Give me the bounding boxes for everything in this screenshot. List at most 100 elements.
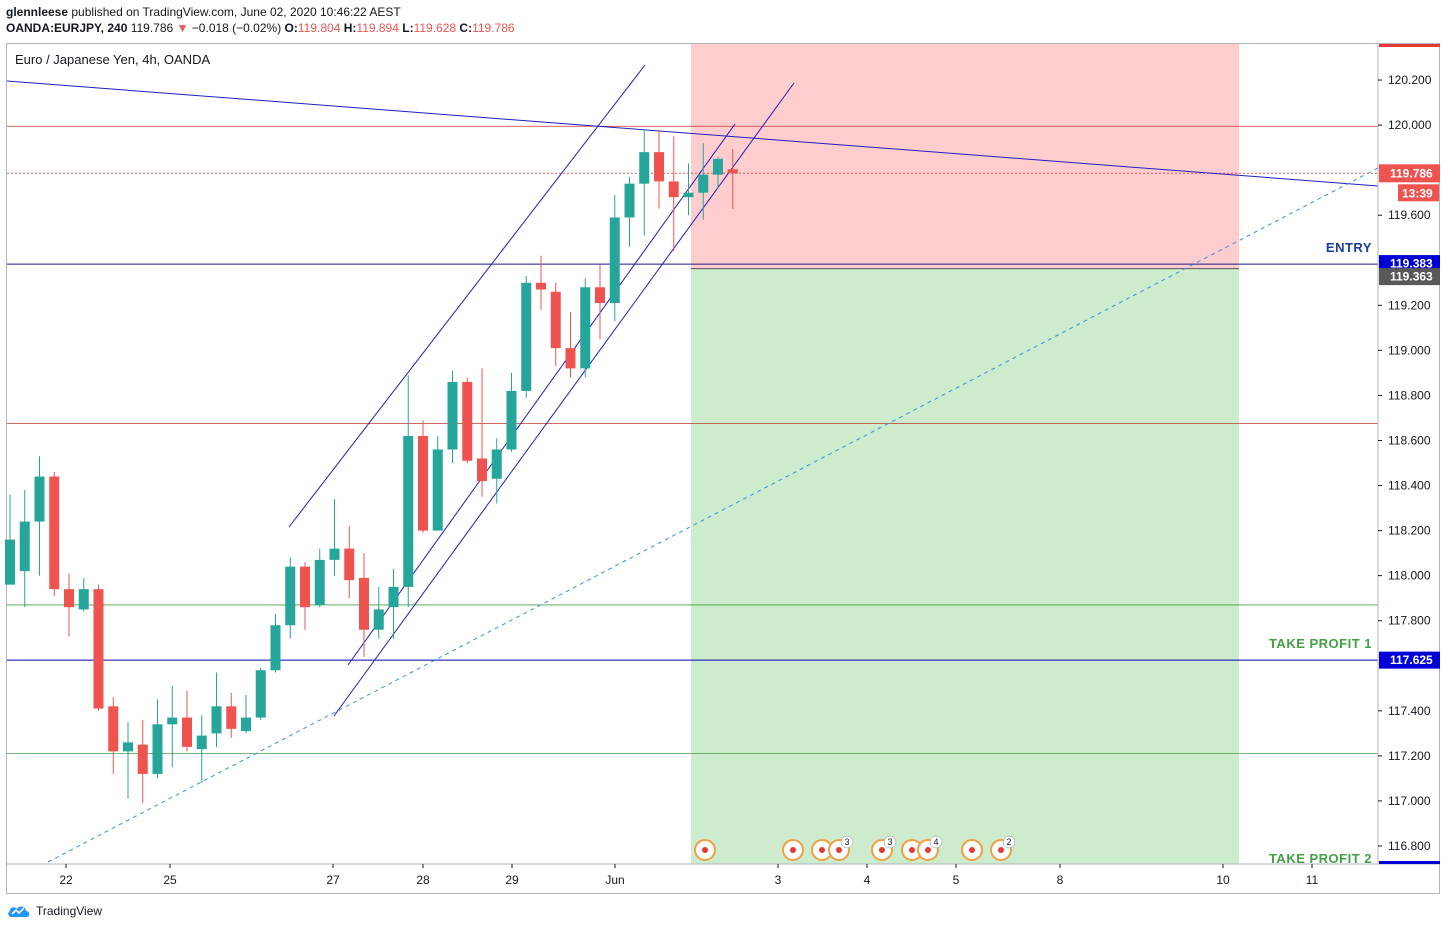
low-label: L:: [402, 21, 414, 35]
candle-up: [388, 586, 399, 608]
current-price-tag-bg: [1379, 164, 1440, 183]
dashed-support-trendline: [47, 167, 1379, 863]
price-tick-label: 120.200: [1388, 73, 1432, 87]
price-tick-label: 118.000: [1388, 569, 1431, 583]
candle-up: [78, 589, 89, 610]
time-tick-label: Jun: [605, 873, 624, 887]
tradingview-brand[interactable]: TradingView: [6, 903, 102, 919]
candle-down: [182, 717, 192, 747]
entry-price-tag-bg: [1379, 255, 1440, 273]
publish-line: glennleese published on TradingView.com,…: [6, 4, 515, 20]
candle-up: [34, 476, 45, 522]
candle-up: [506, 390, 517, 450]
take-profit-2-label: TAKE PROFIT 2: [1269, 851, 1372, 866]
candle-up: [211, 706, 222, 734]
time-tick-label: 25: [163, 873, 177, 887]
candle-down: [226, 706, 237, 729]
event-dot: [998, 847, 1004, 853]
candle-up: [196, 735, 207, 750]
event-dot: [925, 847, 931, 853]
price-tick-label: 119.000: [1388, 343, 1431, 357]
candle-up: [241, 717, 251, 732]
time-tick-label: 28: [416, 873, 430, 887]
channel-upper-line: [288, 64, 646, 528]
candle-down: [668, 181, 679, 198]
event-dot: [909, 847, 915, 853]
candle-up: [167, 717, 178, 725]
event-badge: [1002, 835, 1016, 849]
time-tick-label: 29: [505, 873, 519, 887]
time-tick-label: 22: [59, 873, 73, 887]
low-value: 119.628: [413, 21, 457, 35]
candle-up: [403, 435, 414, 587]
symbol-label: OANDA:EURJPY, 240: [6, 21, 128, 35]
event-badge-count: 2: [1006, 837, 1011, 847]
candle-up: [270, 625, 281, 671]
candle-up: [683, 192, 694, 198]
change-value: −0.018 (−0.02%): [191, 21, 282, 35]
candle-up: [314, 559, 325, 605]
candle-up: [609, 217, 620, 304]
time-tick-label: 4: [864, 873, 871, 887]
time-tick-label: 11: [1306, 873, 1319, 887]
candle-down: [565, 348, 576, 369]
event-badge-count: 3: [887, 837, 892, 847]
event-badge: [929, 835, 943, 849]
candle-up: [521, 282, 532, 391]
candle-up: [285, 566, 296, 626]
price-tick-label: 120.000: [1388, 118, 1432, 132]
candle-up: [373, 609, 384, 630]
price-tick-label: 117.800: [1388, 614, 1431, 628]
event-dot: [969, 847, 975, 853]
countdown-bg: [1398, 184, 1439, 202]
candle-up: [491, 449, 502, 479]
candle-up: [698, 174, 709, 193]
candle-up: [580, 287, 591, 369]
price-tick-label: 118.200: [1388, 524, 1431, 538]
last-price: 119.786: [130, 21, 174, 35]
event-badge-count: 3: [844, 837, 849, 847]
candle-up: [5, 539, 15, 585]
price-tick-label: 119.600: [1388, 208, 1431, 222]
candle-down: [536, 282, 546, 290]
candle-up: [432, 449, 443, 531]
publisher-name[interactable]: glennleese: [6, 5, 69, 19]
candle-down: [418, 435, 428, 531]
candle-down: [64, 589, 74, 608]
countdown-tag: 13:39: [1402, 186, 1433, 200]
entry-price-tag: 119.383: [1390, 257, 1433, 271]
risk-zone: [691, 44, 1239, 269]
price-tick-label: 117.400: [1388, 704, 1431, 718]
stop-price-tag: 119.363: [1390, 270, 1433, 284]
price-tick-label: 118.400: [1388, 479, 1431, 493]
candle-up: [639, 152, 650, 184]
candle-down: [93, 589, 104, 709]
descending-trendline: [6, 80, 1379, 187]
take-profit-1-label: TAKE PROFIT 1: [1269, 636, 1372, 651]
time-tick-label: 10: [1216, 873, 1230, 887]
price-tick-label: 119.200: [1388, 298, 1431, 312]
candle-up: [329, 548, 340, 560]
candle-down: [108, 706, 119, 752]
current-price-tag: 119.786: [1390, 166, 1433, 180]
event-dot: [702, 847, 708, 853]
candle-down: [477, 458, 487, 482]
change-arrow-icon: ▼: [176, 21, 189, 35]
bottom-axis-marker: [1379, 861, 1440, 864]
published-text: published on TradingView.com, June 02, 2…: [71, 5, 401, 19]
time-tick-label: 3: [775, 873, 782, 887]
entry-label: ENTRY: [1326, 240, 1372, 255]
candle-up: [447, 381, 458, 450]
candle-up: [624, 183, 635, 218]
high-value: 119.894: [356, 21, 399, 35]
event-badge: [883, 835, 897, 849]
take-profit-1-price-tag-bg: [1379, 651, 1440, 669]
candle-up: [255, 670, 266, 718]
channel-outer-line: [333, 82, 795, 717]
event-badge: [840, 835, 854, 849]
candle-up: [152, 724, 163, 774]
open-label: O:: [284, 21, 298, 35]
price-tick-label: 117.200: [1388, 749, 1431, 763]
candle-down: [550, 291, 561, 349]
